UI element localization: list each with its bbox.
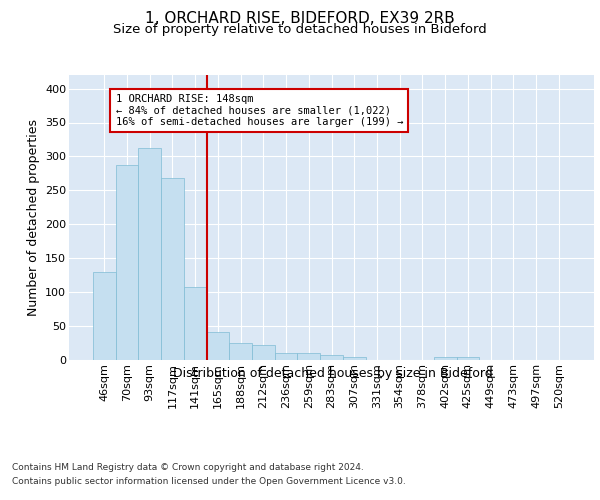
Bar bbox=[343, 358, 365, 360]
Bar bbox=[252, 345, 275, 360]
Bar bbox=[457, 356, 479, 360]
Text: Contains HM Land Registry data © Crown copyright and database right 2024.: Contains HM Land Registry data © Crown c… bbox=[12, 464, 364, 472]
Text: Size of property relative to detached houses in Bideford: Size of property relative to detached ho… bbox=[113, 22, 487, 36]
Text: Distribution of detached houses by size in Bideford: Distribution of detached houses by size … bbox=[173, 368, 493, 380]
Bar bbox=[320, 355, 343, 360]
Bar bbox=[434, 356, 457, 360]
Text: Contains public sector information licensed under the Open Government Licence v3: Contains public sector information licen… bbox=[12, 477, 406, 486]
Bar bbox=[206, 332, 229, 360]
Bar bbox=[275, 353, 298, 360]
Text: 1 ORCHARD RISE: 148sqm
← 84% of detached houses are smaller (1,022)
16% of semi-: 1 ORCHARD RISE: 148sqm ← 84% of detached… bbox=[116, 94, 403, 127]
Bar bbox=[161, 178, 184, 360]
Bar bbox=[298, 353, 320, 360]
Bar bbox=[116, 164, 139, 360]
Bar bbox=[184, 286, 206, 360]
Bar bbox=[229, 343, 252, 360]
Y-axis label: Number of detached properties: Number of detached properties bbox=[26, 119, 40, 316]
Bar bbox=[93, 272, 116, 360]
Bar bbox=[139, 148, 161, 360]
Text: 1, ORCHARD RISE, BIDEFORD, EX39 2RB: 1, ORCHARD RISE, BIDEFORD, EX39 2RB bbox=[145, 11, 455, 26]
